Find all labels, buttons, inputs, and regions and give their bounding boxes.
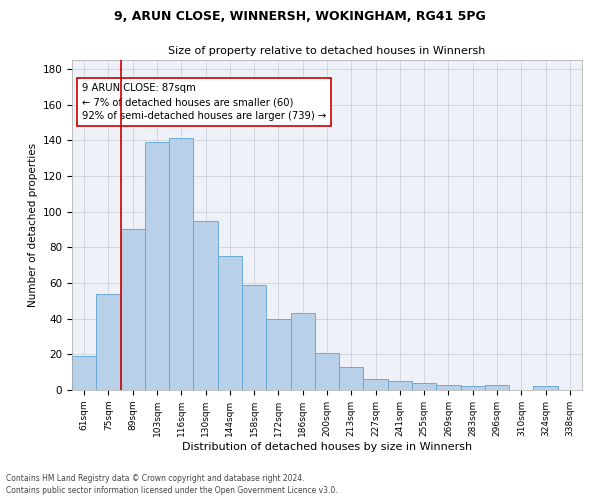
Bar — [266, 318, 290, 390]
Bar — [218, 256, 242, 390]
Bar — [533, 386, 558, 390]
Bar — [121, 230, 145, 390]
Bar — [193, 220, 218, 390]
Bar — [461, 386, 485, 390]
Bar — [315, 352, 339, 390]
Bar — [290, 314, 315, 390]
Bar — [412, 383, 436, 390]
Title: Size of property relative to detached houses in Winnersh: Size of property relative to detached ho… — [169, 46, 485, 56]
Bar — [485, 384, 509, 390]
Bar — [339, 367, 364, 390]
Bar — [72, 356, 96, 390]
Text: 9 ARUN CLOSE: 87sqm
← 7% of detached houses are smaller (60)
92% of semi-detache: 9 ARUN CLOSE: 87sqm ← 7% of detached hou… — [82, 83, 326, 121]
Text: Contains HM Land Registry data © Crown copyright and database right 2024.
Contai: Contains HM Land Registry data © Crown c… — [6, 474, 338, 495]
Bar — [169, 138, 193, 390]
Y-axis label: Number of detached properties: Number of detached properties — [28, 143, 38, 307]
Bar — [388, 381, 412, 390]
Text: 9, ARUN CLOSE, WINNERSH, WOKINGHAM, RG41 5PG: 9, ARUN CLOSE, WINNERSH, WOKINGHAM, RG41… — [114, 10, 486, 23]
Bar — [145, 142, 169, 390]
Bar — [242, 285, 266, 390]
Bar — [96, 294, 121, 390]
X-axis label: Distribution of detached houses by size in Winnersh: Distribution of detached houses by size … — [182, 442, 472, 452]
Bar — [364, 380, 388, 390]
Bar — [436, 384, 461, 390]
